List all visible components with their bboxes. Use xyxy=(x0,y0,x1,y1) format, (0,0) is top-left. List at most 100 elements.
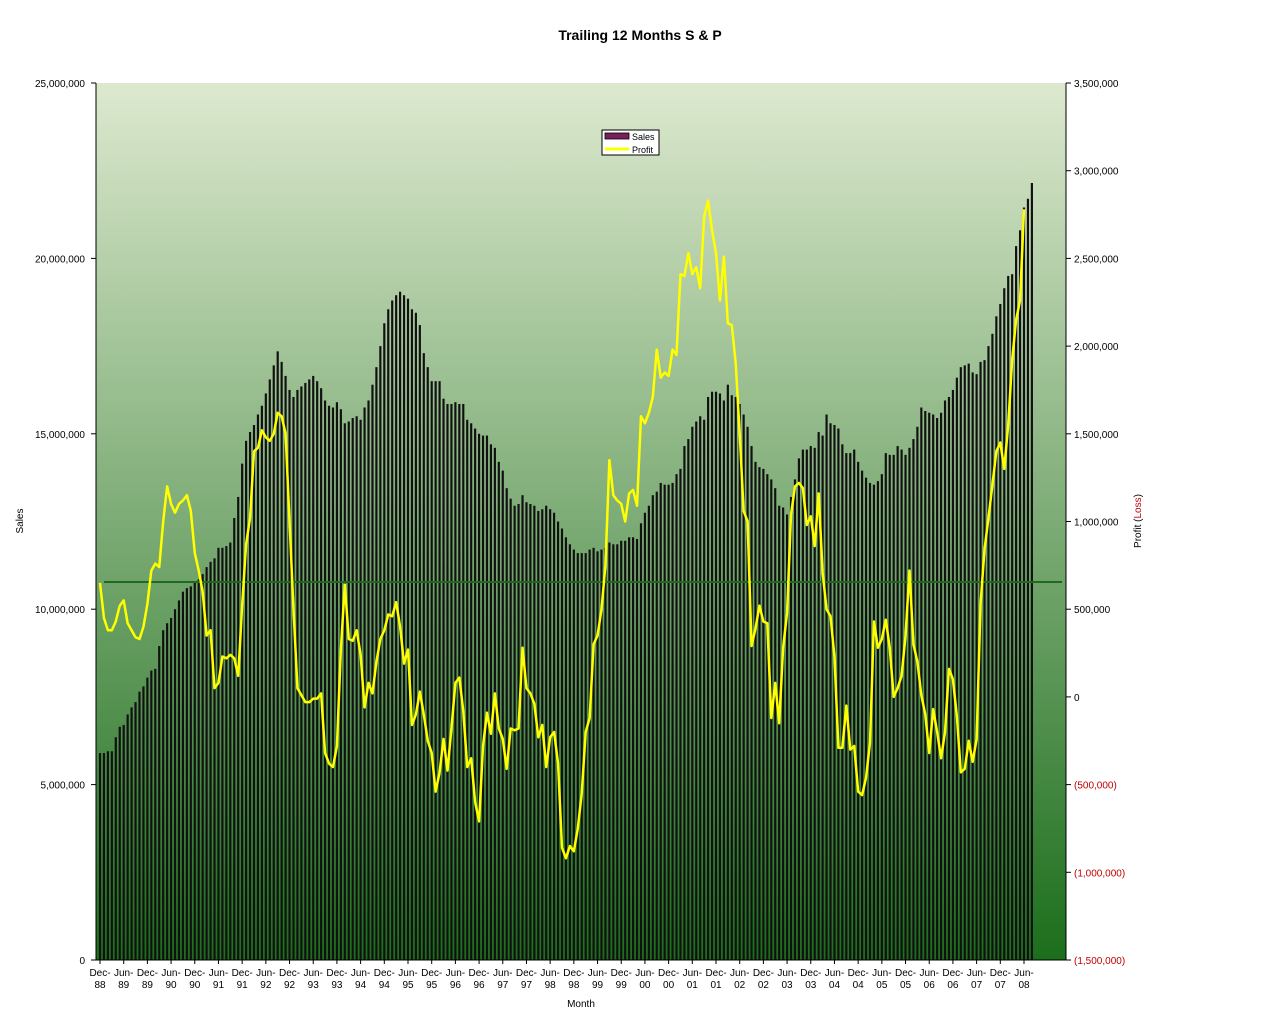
sales-bar xyxy=(572,549,575,960)
sales-bar xyxy=(462,403,465,961)
sales-bar xyxy=(805,449,808,960)
sales-bar xyxy=(742,414,745,960)
sales-bar xyxy=(616,544,619,960)
sales-bar xyxy=(900,449,903,960)
sales-bar xyxy=(442,398,445,961)
x-tick-label: Dec-01 xyxy=(705,968,726,991)
x-tick-label: Dec-04 xyxy=(848,968,869,991)
x-tick-month: Jun- xyxy=(1014,968,1033,979)
sales-bar xyxy=(489,444,493,960)
y2-label-loss: Loss xyxy=(1133,497,1144,518)
x-tick-label: Jun-94 xyxy=(351,968,370,991)
x-tick-label: Jun-90 xyxy=(161,968,180,991)
x-tick-label: Dec-89 xyxy=(137,968,158,991)
x-tick-month: Jun- xyxy=(304,968,323,979)
sales-bar xyxy=(335,402,339,961)
sales-bar xyxy=(466,419,469,960)
sales-bar xyxy=(312,375,315,960)
sales-bar xyxy=(726,384,729,960)
sales-bar xyxy=(770,479,773,960)
sales-bar xyxy=(849,453,852,960)
sales-bar xyxy=(414,312,417,960)
x-axis-tick-labels: Dec-88Jun-89Dec-89Jun-90Dec-90Jun-91Dec-… xyxy=(89,960,1034,991)
x-tick-year: 06 xyxy=(924,980,936,991)
sales-bar xyxy=(809,446,812,961)
sales-bar xyxy=(110,751,113,960)
x-tick-label: Dec-91 xyxy=(232,968,253,991)
sales-bar xyxy=(339,409,342,960)
legend-sales-label: Sales xyxy=(632,132,655,142)
sales-bar xyxy=(928,412,931,960)
sales-bar xyxy=(418,325,421,960)
sales-bar xyxy=(762,468,765,960)
sales-bar xyxy=(703,419,706,960)
sales-bar xyxy=(241,463,244,960)
x-tick-label: Dec-99 xyxy=(611,968,632,991)
sales-bar xyxy=(379,346,382,961)
sales-bar xyxy=(959,367,962,960)
sales-bar xyxy=(608,542,611,960)
x-tick-label: Jun-93 xyxy=(304,968,323,991)
sales-bar xyxy=(284,375,287,960)
sales-bar xyxy=(576,553,579,960)
x-tick-year: 92 xyxy=(284,980,296,991)
legend-sales-swatch xyxy=(604,132,630,140)
y2-tick-label: 2,000,000 xyxy=(1074,342,1119,353)
x-tick-month: Dec- xyxy=(848,968,869,979)
x-tick-year: 03 xyxy=(805,980,817,991)
x-tick-year: 98 xyxy=(568,980,580,991)
sales-bar xyxy=(181,591,185,960)
x-tick-year: 97 xyxy=(497,980,509,991)
sales-bar xyxy=(154,668,157,960)
sales-bar xyxy=(264,393,267,961)
sales-bar xyxy=(963,365,966,960)
sales-bar xyxy=(967,363,970,960)
sales-bar xyxy=(395,295,398,961)
profit-line xyxy=(98,199,1026,860)
sales-bar xyxy=(892,454,895,960)
sales-bar xyxy=(904,454,907,960)
x-tick-label: Dec-03 xyxy=(800,968,821,991)
x-tick-month: Jun- xyxy=(398,968,417,979)
sales-bar xyxy=(391,300,394,960)
x-tick-month: Dec- xyxy=(232,968,253,979)
sales-bar xyxy=(501,470,504,960)
sales-bar xyxy=(671,482,674,960)
sales-bar xyxy=(545,505,548,960)
sales-bar xyxy=(166,623,169,960)
sales-bar xyxy=(106,751,109,960)
sales-bar xyxy=(596,551,599,960)
sales-bar xyxy=(738,403,741,961)
y2-tick-label: 0 xyxy=(1074,693,1080,704)
sales-bar xyxy=(635,539,639,960)
y-axis-tick-labels: 0 5,000,000 10,000,000 15,000,000 20,000,000… xyxy=(35,79,96,967)
legend: Sales Profit xyxy=(601,129,660,156)
sales-bar xyxy=(513,505,516,960)
sales-bar xyxy=(1003,288,1006,961)
sales-bar xyxy=(213,558,216,960)
sales-bar xyxy=(1018,230,1022,961)
sales-bar xyxy=(343,423,346,960)
sales-bar xyxy=(924,411,927,960)
sales-bar xyxy=(872,484,876,960)
sales-bar xyxy=(643,512,647,960)
x-tick-month: Dec- xyxy=(374,968,395,979)
y2-tick-label: 500,000 xyxy=(1074,605,1111,616)
x-tick-month: Dec- xyxy=(658,968,679,979)
sales-bar xyxy=(584,553,587,960)
sales-bar xyxy=(118,726,121,960)
sales-bar xyxy=(975,374,978,960)
sales-bar xyxy=(600,549,603,960)
sales-bar xyxy=(134,702,137,960)
sales-bar xyxy=(1007,275,1010,960)
x-tick-year: 01 xyxy=(687,980,699,991)
legend-profit-label: Profit xyxy=(632,145,654,155)
x-tick-year: 89 xyxy=(142,980,154,991)
sales-bar xyxy=(402,295,406,961)
sales-bar xyxy=(130,707,133,960)
x-tick-label: Dec-96 xyxy=(469,968,490,991)
x-tick-label: Jun-01 xyxy=(683,968,702,991)
x-tick-month: Jun- xyxy=(446,968,465,979)
x-tick-month: Dec- xyxy=(705,968,726,979)
sales-bar xyxy=(173,609,177,960)
